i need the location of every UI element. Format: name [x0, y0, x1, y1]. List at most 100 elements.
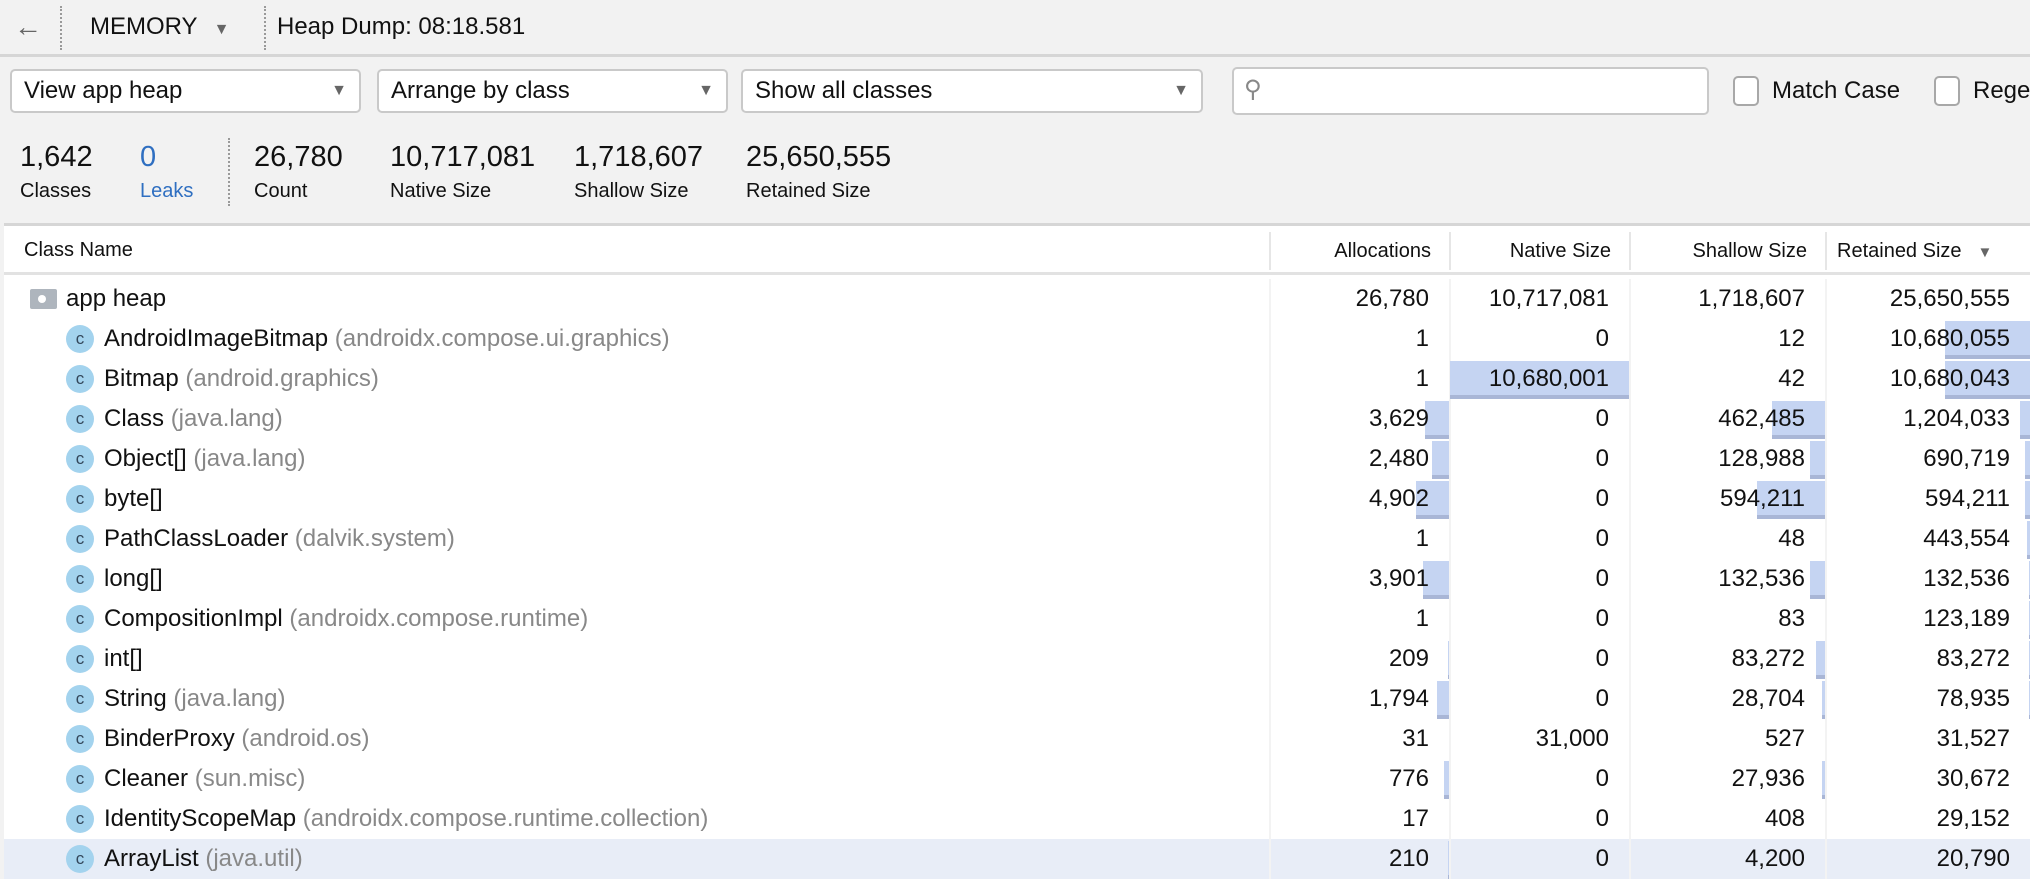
divider	[264, 6, 266, 50]
cell-value: 48	[1778, 525, 1805, 552]
cell-retained-size: 29,152	[1825, 799, 2030, 839]
class-filter-select[interactable]: Show all classes ▼	[741, 69, 1203, 113]
class-name: String	[104, 685, 167, 712]
cell-value: 0	[1596, 645, 1609, 672]
cell-allocations: 4,902	[1269, 479, 1449, 519]
class-name: PathClassLoader	[104, 525, 288, 552]
cell-value: 10,680,001	[1489, 365, 1609, 392]
search-input[interactable]: ⚲	[1232, 67, 1709, 115]
regex-checkbox[interactable]	[1934, 76, 1960, 106]
column-retained-size[interactable]: Retained Size▼	[1825, 232, 2030, 270]
column-shallow-size[interactable]: Shallow Size	[1629, 232, 1825, 270]
cell-value: 3,901	[1369, 565, 1429, 592]
cell-shallow-size: 1,718,607	[1629, 279, 1825, 319]
cell-native-size: 31,000	[1449, 719, 1629, 759]
column-native-size[interactable]: Native Size	[1449, 232, 1629, 270]
cell-allocations: 3,901	[1269, 559, 1449, 599]
cell-value: 12	[1778, 325, 1805, 352]
cell-value: 1	[1416, 365, 1429, 392]
profiler-selector[interactable]: MEMORY ▼	[90, 12, 229, 45]
cell-value: 83,272	[1732, 645, 1805, 672]
cell-value: 30,672	[1937, 765, 2010, 792]
stat-label: Classes	[20, 178, 93, 204]
cell-shallow-size: 462,485	[1629, 399, 1825, 439]
cell-value: 1,718,607	[1698, 285, 1805, 312]
cell-native-size: 0	[1449, 799, 1629, 839]
column-class-name[interactable]: Class Name	[24, 226, 133, 275]
cell-native-size: 0	[1449, 679, 1629, 719]
chevron-down-icon: ▼	[331, 71, 347, 111]
stat-value: 1,718,607	[574, 140, 703, 174]
arrange-select-value: Arrange by class	[391, 77, 570, 104]
class-icon: c	[66, 685, 94, 713]
back-arrow-icon[interactable]: ←	[14, 12, 42, 42]
class-icon: c	[66, 645, 94, 673]
cell-allocations: 1	[1269, 359, 1449, 399]
cell-value: 527	[1765, 725, 1805, 752]
table-header: Class Name Allocations Native Size Shall…	[4, 226, 2030, 275]
cell-native-size: 0	[1449, 399, 1629, 439]
cell-shallow-size: 48	[1629, 519, 1825, 559]
cell-shallow-size: 527	[1629, 719, 1825, 759]
size-bar	[2020, 401, 2030, 439]
cell-shallow-size: 594,211	[1629, 479, 1825, 519]
stat-value: 1,642	[20, 140, 93, 174]
arrange-select[interactable]: Arrange by class▼	[377, 69, 728, 113]
class-name: Class	[104, 405, 164, 432]
column-allocations[interactable]: Allocations	[1269, 232, 1449, 270]
cell-retained-size: 10,680,043	[1825, 359, 2030, 399]
cell-allocations: 1	[1269, 519, 1449, 559]
cell-value: 29,152	[1937, 805, 2010, 832]
cell-value: 31,000	[1536, 725, 1609, 752]
package-name: (java.lang)	[193, 445, 305, 472]
cell-value: 1,794	[1369, 685, 1429, 712]
cell-native-size: 0	[1449, 759, 1629, 799]
chevron-down-icon: ▼	[214, 21, 230, 38]
cell-allocations: 209	[1269, 639, 1449, 679]
cell-retained-size: 594,211	[1825, 479, 2030, 519]
stat-classes: 1,642 Classes	[20, 140, 93, 204]
cell-value: 776	[1389, 765, 1429, 792]
cell-value: 17	[1402, 805, 1429, 832]
class-name: IdentityScopeMap	[104, 805, 296, 832]
size-bar	[2025, 481, 2030, 519]
match-case-checkbox[interactable]	[1733, 76, 1759, 106]
stat-value: 0	[140, 140, 193, 174]
chevron-down-icon: ▼	[1173, 71, 1189, 111]
cell-retained-size: 123,189	[1825, 599, 2030, 639]
size-bar	[1437, 681, 1449, 719]
heap-select[interactable]: View app heap▼	[10, 69, 361, 113]
cell-shallow-size: 42	[1629, 359, 1825, 399]
class-icon: c	[66, 565, 94, 593]
class-name: byte[]	[104, 485, 163, 512]
profiler-label: MEMORY	[90, 13, 198, 40]
size-bar	[1810, 561, 1825, 599]
class-name: long[]	[104, 565, 163, 592]
folder-icon	[30, 289, 57, 309]
cell-value: 1	[1416, 605, 1429, 632]
class-filter-value: Show all classes	[755, 77, 932, 104]
package-name: (java.lang)	[173, 685, 285, 712]
cell-value: 31	[1402, 725, 1429, 752]
class-name: CompositionImpl	[104, 605, 283, 632]
cell-value: 20,790	[1937, 845, 2010, 872]
stat-label: Retained Size	[746, 178, 891, 204]
